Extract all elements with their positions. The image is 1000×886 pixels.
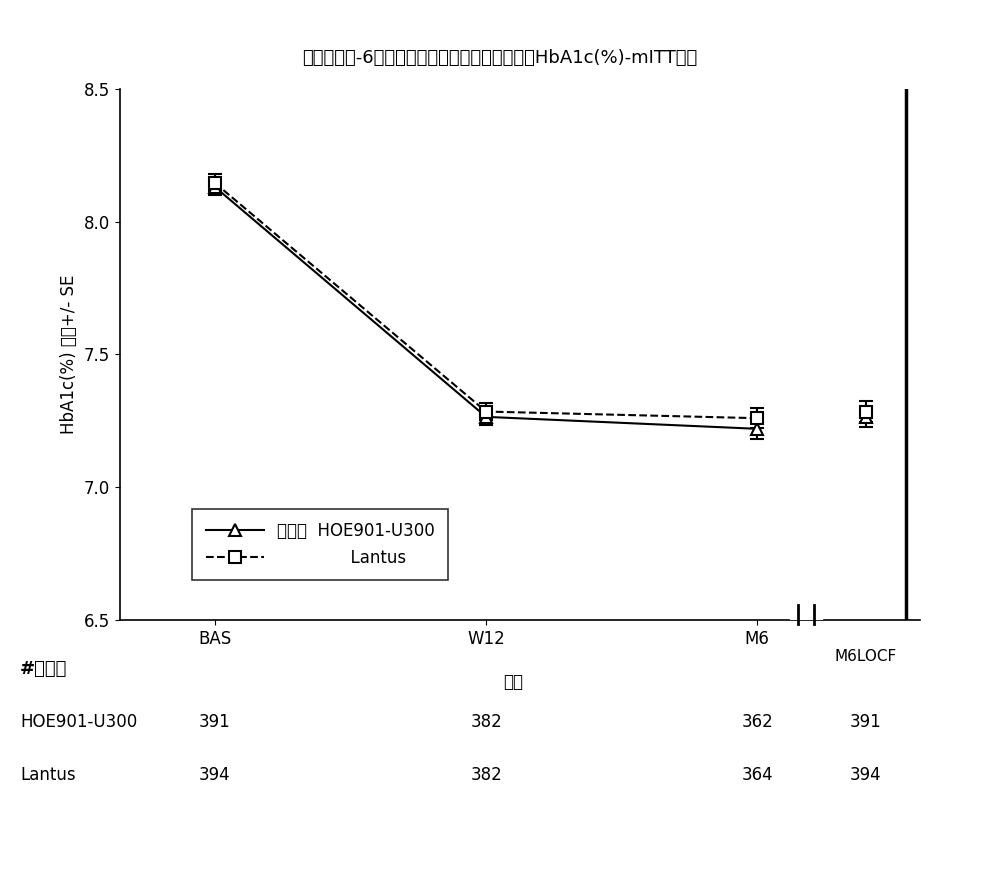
- Bar: [790, 602, 822, 626]
- Text: 主功效分析-6个月主治疗期期间各次访视的均值HbA1c(%)-mITT群体: 主功效分析-6个月主治疗期期间各次访视的均值HbA1c(%)-mITT群体: [302, 49, 698, 66]
- Legend: 治疗组  HOE901-U300,               Lantus: 治疗组 HOE901-U300, Lantus: [192, 509, 448, 580]
- Text: 382: 382: [470, 713, 502, 731]
- Text: M6LOCF: M6LOCF: [835, 649, 897, 664]
- Text: 391: 391: [850, 713, 882, 731]
- Text: 362: 362: [741, 713, 773, 731]
- Text: HOE901-U300: HOE901-U300: [20, 713, 137, 731]
- Text: 382: 382: [470, 766, 502, 784]
- Text: 391: 391: [199, 713, 231, 731]
- Text: 394: 394: [199, 766, 231, 784]
- Y-axis label: HbA1c(%) 均值+/- SE: HbA1c(%) 均值+/- SE: [60, 275, 78, 434]
- Text: 364: 364: [741, 766, 773, 784]
- Text: #受试者: #受试者: [20, 660, 67, 678]
- Text: 访视: 访视: [503, 673, 523, 691]
- Text: 394: 394: [850, 766, 882, 784]
- Text: Lantus: Lantus: [20, 766, 76, 784]
